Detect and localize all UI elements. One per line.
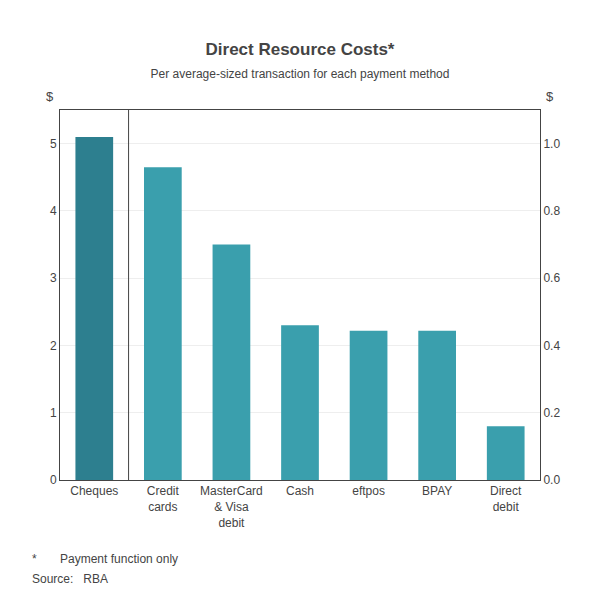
- svg-text:Direct Resource Costs*: Direct Resource Costs*: [206, 40, 395, 59]
- svg-text:$: $: [546, 89, 554, 104]
- svg-text:$: $: [46, 89, 54, 104]
- svg-text:eftpos: eftpos: [352, 484, 385, 498]
- svg-text:Directdebit: Directdebit: [490, 484, 522, 514]
- svg-text:Cheques: Cheques: [70, 484, 118, 498]
- svg-text:Cash: Cash: [286, 484, 314, 498]
- svg-text:0.4: 0.4: [543, 339, 560, 353]
- svg-text:Creditcards: Creditcards: [147, 484, 180, 514]
- svg-text:0.0: 0.0: [543, 473, 560, 487]
- svg-text:Per average-sized transaction: Per average-sized transaction for each p…: [151, 67, 450, 81]
- svg-text:0.8: 0.8: [543, 204, 560, 218]
- svg-text:3: 3: [50, 271, 57, 285]
- svg-text:0.6: 0.6: [543, 271, 560, 285]
- svg-text:1: 1: [50, 406, 57, 420]
- svg-text:5: 5: [50, 137, 57, 151]
- svg-text:1.0: 1.0: [543, 137, 560, 151]
- svg-text:Source: RBA: Source: RBA: [32, 572, 108, 586]
- svg-text:* Payment function only: * Payment function only: [32, 552, 178, 566]
- svg-text:2: 2: [50, 339, 57, 353]
- svg-text:MasterCard& Visadebit: MasterCard& Visadebit: [200, 484, 263, 529]
- svg-text:0: 0: [50, 473, 57, 487]
- svg-text:0.2: 0.2: [543, 406, 560, 420]
- svg-text:4: 4: [50, 204, 57, 218]
- svg-text:BPAY: BPAY: [422, 484, 452, 498]
